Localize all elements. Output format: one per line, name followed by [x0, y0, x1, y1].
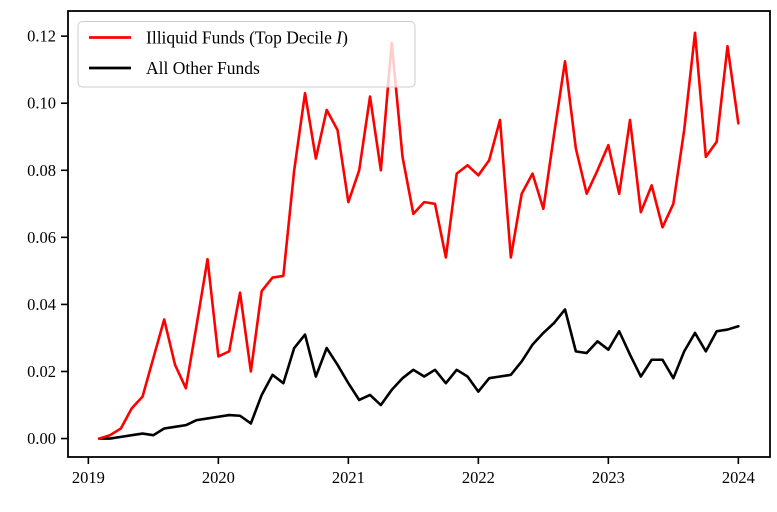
- x-tick-label: 2019: [72, 468, 105, 487]
- x-tick-label: 2021: [332, 468, 365, 487]
- legend-box: [77, 21, 416, 88]
- x-tick-label: 2024: [722, 468, 755, 487]
- x-tick-label: 2023: [592, 468, 625, 487]
- y-tick-label: 0.04: [27, 295, 56, 314]
- series-group: [97, 31, 740, 440]
- x-tick-label: 2022: [462, 468, 495, 487]
- plot-frame: [67, 10, 771, 458]
- y-tick-label: 0.12: [27, 27, 56, 46]
- x-tick-label: 2020: [202, 468, 235, 487]
- y-tick-label: 0.00: [27, 429, 56, 448]
- y-axis: 0.00 0.02 0.04 0.06 0.08 0.10 0.12: [27, 27, 68, 448]
- y-tick-label: 0.06: [27, 228, 56, 247]
- y-tick-label: 0.10: [27, 94, 56, 113]
- legend-label-illiquid: Illiquid Funds (Top Decile I): [146, 28, 348, 48]
- legend-label-other: All Other Funds: [146, 58, 260, 78]
- x-axis: 2019 2020 2021 2022 2023 2024: [72, 457, 755, 487]
- legend: Illiquid Funds (Top Decile I) All Other F…: [77, 21, 416, 88]
- y-tick-label: 0.08: [27, 161, 56, 180]
- all-other-funds-line: [97, 308, 740, 440]
- y-tick-label: 0.02: [27, 362, 56, 381]
- illiquid-funds-line: [97, 31, 740, 440]
